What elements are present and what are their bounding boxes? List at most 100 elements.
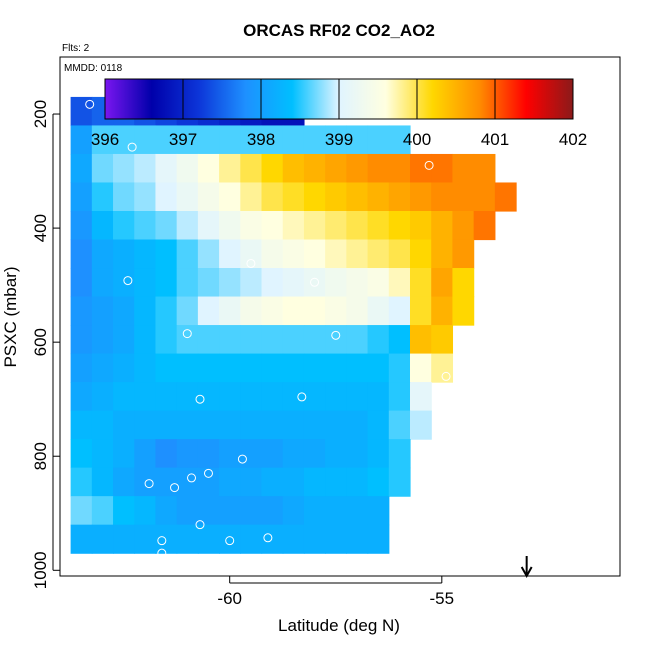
sample-point — [441, 371, 451, 381]
heatmap-cell — [197, 467, 220, 497]
heatmap-cell — [452, 268, 475, 298]
heatmap-cell — [303, 125, 326, 155]
heatmap-cell — [261, 125, 284, 155]
sample-point — [437, 418, 447, 428]
sample-point — [310, 277, 320, 287]
heatmap-cell — [197, 182, 220, 212]
heatmap-cell — [176, 239, 199, 269]
x-tick-label: -55 — [430, 589, 455, 608]
sample-point — [237, 454, 247, 464]
sample-point — [203, 468, 213, 478]
plot-frame — [59, 56, 621, 577]
heatmap-cell — [155, 153, 178, 184]
colorbar-tick-label: 397 — [169, 130, 197, 149]
heatmap-cell — [388, 125, 411, 155]
heatmap-cell — [303, 410, 326, 440]
heatmap-cell — [325, 524, 347, 554]
arrow-head — [520, 566, 533, 579]
heatmap-cell — [346, 524, 369, 554]
heatmap-cell — [261, 210, 284, 241]
heatmap-cell — [176, 210, 199, 241]
heatmap-cell — [410, 210, 432, 241]
sample-point — [127, 142, 137, 152]
heatmap-cell — [197, 353, 220, 383]
heatmap-cell — [240, 268, 263, 298]
heatmap-cell — [431, 210, 454, 241]
heatmap-cell — [388, 268, 411, 298]
heatmap-cell — [134, 268, 157, 298]
heatmap-cell — [70, 496, 93, 526]
heatmap-cell — [282, 182, 305, 212]
date-note: MMDD: 0118 — [64, 63, 123, 74]
heatmap-cell — [388, 325, 411, 355]
heatmap-cell — [240, 325, 263, 355]
heatmap-cell — [346, 153, 369, 184]
heatmap-cell — [240, 524, 263, 554]
arrow-marker — [520, 556, 533, 579]
sample-point — [123, 276, 133, 286]
heatmap-cell — [346, 296, 369, 326]
sample-point — [522, 169, 532, 179]
heatmap-cell — [346, 410, 369, 440]
heatmap-cell — [219, 239, 241, 269]
colorbar-tick-label: 399 — [325, 130, 353, 149]
heatmap-cell — [346, 325, 369, 355]
heatmap-cell — [134, 439, 157, 469]
y-axis-label: PSXC (mbar) — [1, 266, 20, 367]
sample-point — [170, 483, 180, 493]
heatmap-cell — [282, 524, 305, 554]
heatmap-cell — [410, 325, 432, 355]
colorbar-tick-label: 401 — [481, 130, 509, 149]
heatmap-cell — [134, 153, 157, 184]
heatmap-cell — [367, 467, 390, 497]
heatmap-cell — [388, 153, 411, 184]
heatmap-cell — [261, 382, 284, 412]
sample-point — [85, 99, 95, 109]
heatmap-cell — [303, 153, 326, 184]
heatmap-cell — [155, 382, 178, 412]
heatmap-cell — [70, 182, 93, 212]
heatmap-cell — [303, 467, 326, 497]
heatmap-cell — [197, 325, 220, 355]
heatmap-cell — [155, 210, 178, 241]
heatmap-cell — [325, 182, 347, 212]
heatmap-cell — [70, 239, 93, 269]
heatmap-cell — [473, 182, 496, 212]
heatmap-cell — [197, 439, 220, 469]
heatmap-cell — [91, 325, 114, 355]
heatmap-cell — [346, 182, 369, 212]
heatmap-cell — [155, 353, 178, 383]
heatmap-cell — [452, 182, 475, 212]
heatmap-cell — [261, 524, 284, 554]
heatmap-cell — [134, 182, 157, 212]
heatmap-cell — [219, 382, 241, 412]
heatmap-cell — [367, 182, 390, 212]
heatmap-cell — [219, 153, 241, 184]
y-tick-label: 400 — [31, 214, 50, 242]
heatmap-cell — [70, 268, 93, 298]
heatmap-cell — [91, 125, 114, 155]
heatmap-cell — [176, 353, 199, 383]
heatmap-cell — [70, 410, 93, 440]
heatmap-cell — [282, 125, 305, 155]
heatmap-cell — [261, 496, 284, 526]
heatmap-cell — [70, 296, 93, 326]
heatmap-cell — [134, 382, 157, 412]
heatmap-cell — [325, 210, 347, 241]
heatmap-cell — [70, 439, 93, 469]
heatmap-cell — [197, 210, 220, 241]
heatmap-cell — [346, 239, 369, 269]
heatmap-cell — [240, 496, 263, 526]
colorbar-tick-labels: 396 397 398 399 400 401 402 — [91, 130, 587, 149]
heatmap-cell — [388, 296, 411, 326]
sample-point — [187, 473, 197, 483]
colorbar-tick-label: 398 — [247, 130, 275, 149]
heatmap-cell — [197, 296, 220, 326]
heatmap-cell — [410, 268, 432, 298]
heatmap-cell — [303, 524, 326, 554]
heatmap-cell — [346, 125, 369, 155]
heatmap-cell — [70, 353, 93, 383]
sample-point — [522, 249, 532, 259]
heatmap-cell — [134, 325, 157, 355]
sample-point — [144, 479, 154, 489]
